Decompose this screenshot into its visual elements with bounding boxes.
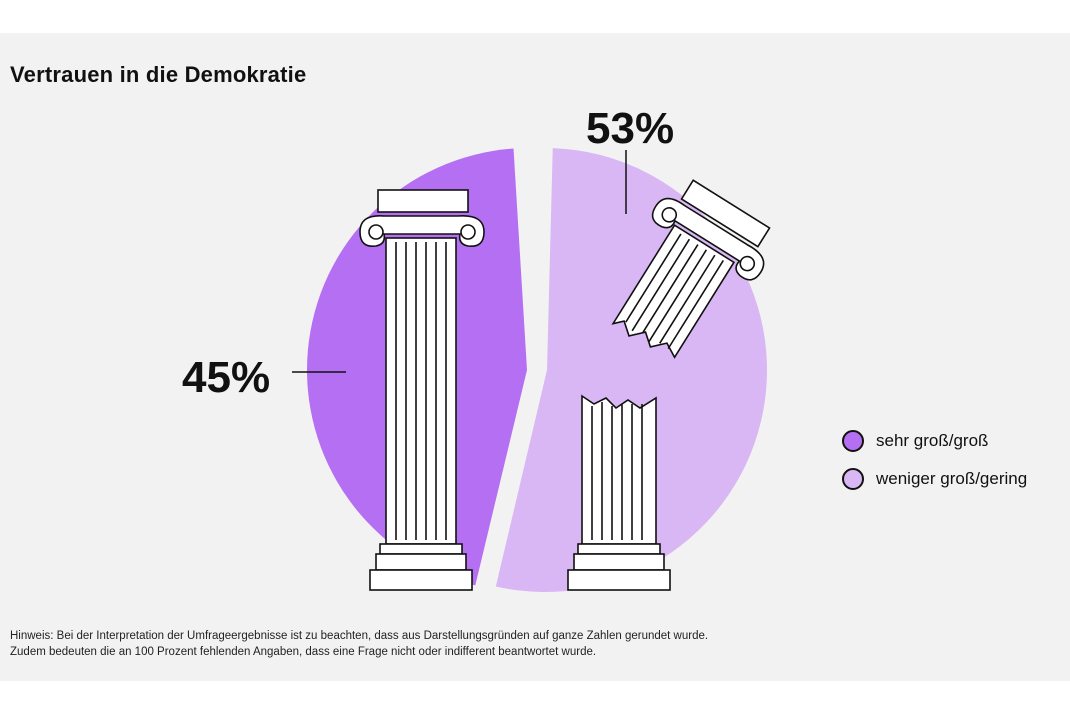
legend-swatch-high [842,430,864,452]
legend-item-high: sehr groß/groß [842,428,1027,454]
footnote: Hinweis: Bei der Interpretation der Umfr… [10,628,708,660]
data-label-53: 53% [586,104,674,153]
footnote-line-1: Hinweis: Bei der Interpretation der Umfr… [10,630,709,642]
legend-label-low: weniger groß/gering [876,469,1028,488]
legend-label-high: sehr groß/groß [876,431,989,450]
chart-title: Vertrauen in die Demokratie [10,62,307,87]
data-label-45: 45% [182,353,270,402]
legend: sehr groß/groß weniger groß/gering [842,428,1027,504]
footnote-line-2: Zudem bedeuten die an 100 Prozent fehlen… [10,646,597,658]
legend-swatch-low [842,468,864,490]
intact-column-illustration [359,189,485,591]
broken-column-base-illustration [567,394,671,591]
broken-column-top-illustration [611,179,771,359]
legend-item-low: weniger groß/gering [842,466,1027,492]
